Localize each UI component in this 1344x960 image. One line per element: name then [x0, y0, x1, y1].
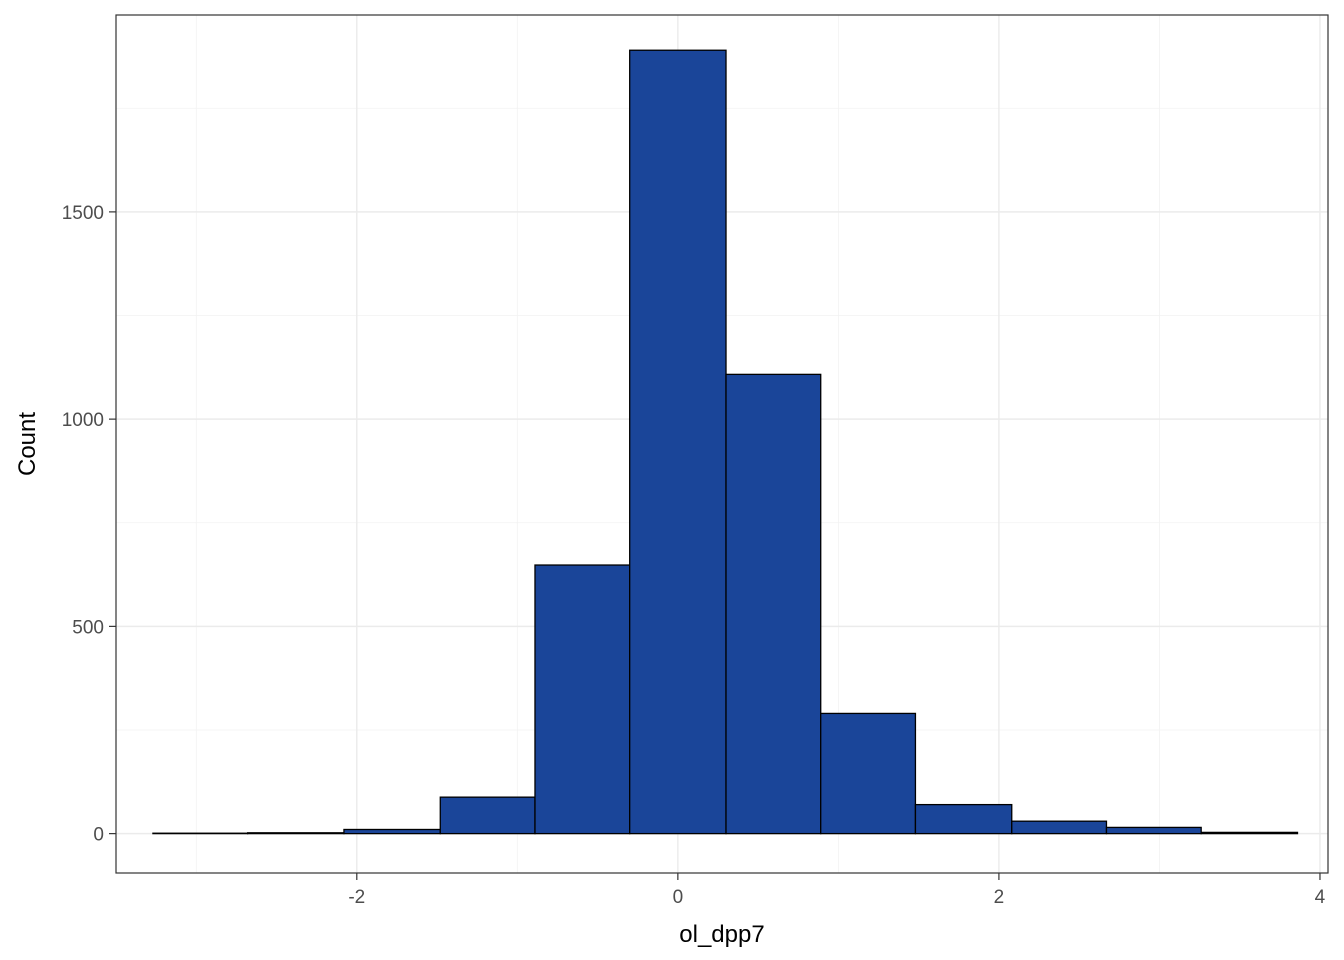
x-axis: -2 0 2 4	[348, 873, 1326, 908]
panel-border	[115, 14, 1329, 874]
y-axis-title: Count	[14, 412, 41, 476]
x-tick-label: 4	[1315, 887, 1326, 908]
y-axis: 0 500 1000 1500	[62, 203, 116, 846]
histogram-bar-7	[725, 373, 822, 835]
histogram-bar-6	[629, 49, 727, 835]
x-tick-label: -2	[348, 887, 365, 908]
x-tick-label: 0	[673, 887, 684, 908]
y-tick-label: 500	[72, 617, 104, 638]
x-axis-title: ol_dpp7	[679, 921, 764, 948]
histogram-bar-5	[534, 564, 631, 835]
x-tick-label: 2	[994, 887, 1005, 908]
histogram-bars	[152, 49, 1299, 835]
histogram-bar-10	[1011, 820, 1108, 835]
y-tick-label: 1000	[62, 410, 104, 431]
y-tick-label: 0	[93, 825, 104, 846]
y-tick-label: 1500	[62, 203, 104, 224]
histogram-bar-2	[246, 832, 345, 835]
histogram-bar-9	[914, 803, 1013, 835]
histogram-bar-8	[820, 712, 917, 835]
histogram-bar-3	[343, 828, 441, 835]
histogram-bar-11	[1105, 826, 1202, 835]
histogram-bar-12	[1200, 831, 1299, 835]
histogram-bar-4	[439, 796, 536, 835]
